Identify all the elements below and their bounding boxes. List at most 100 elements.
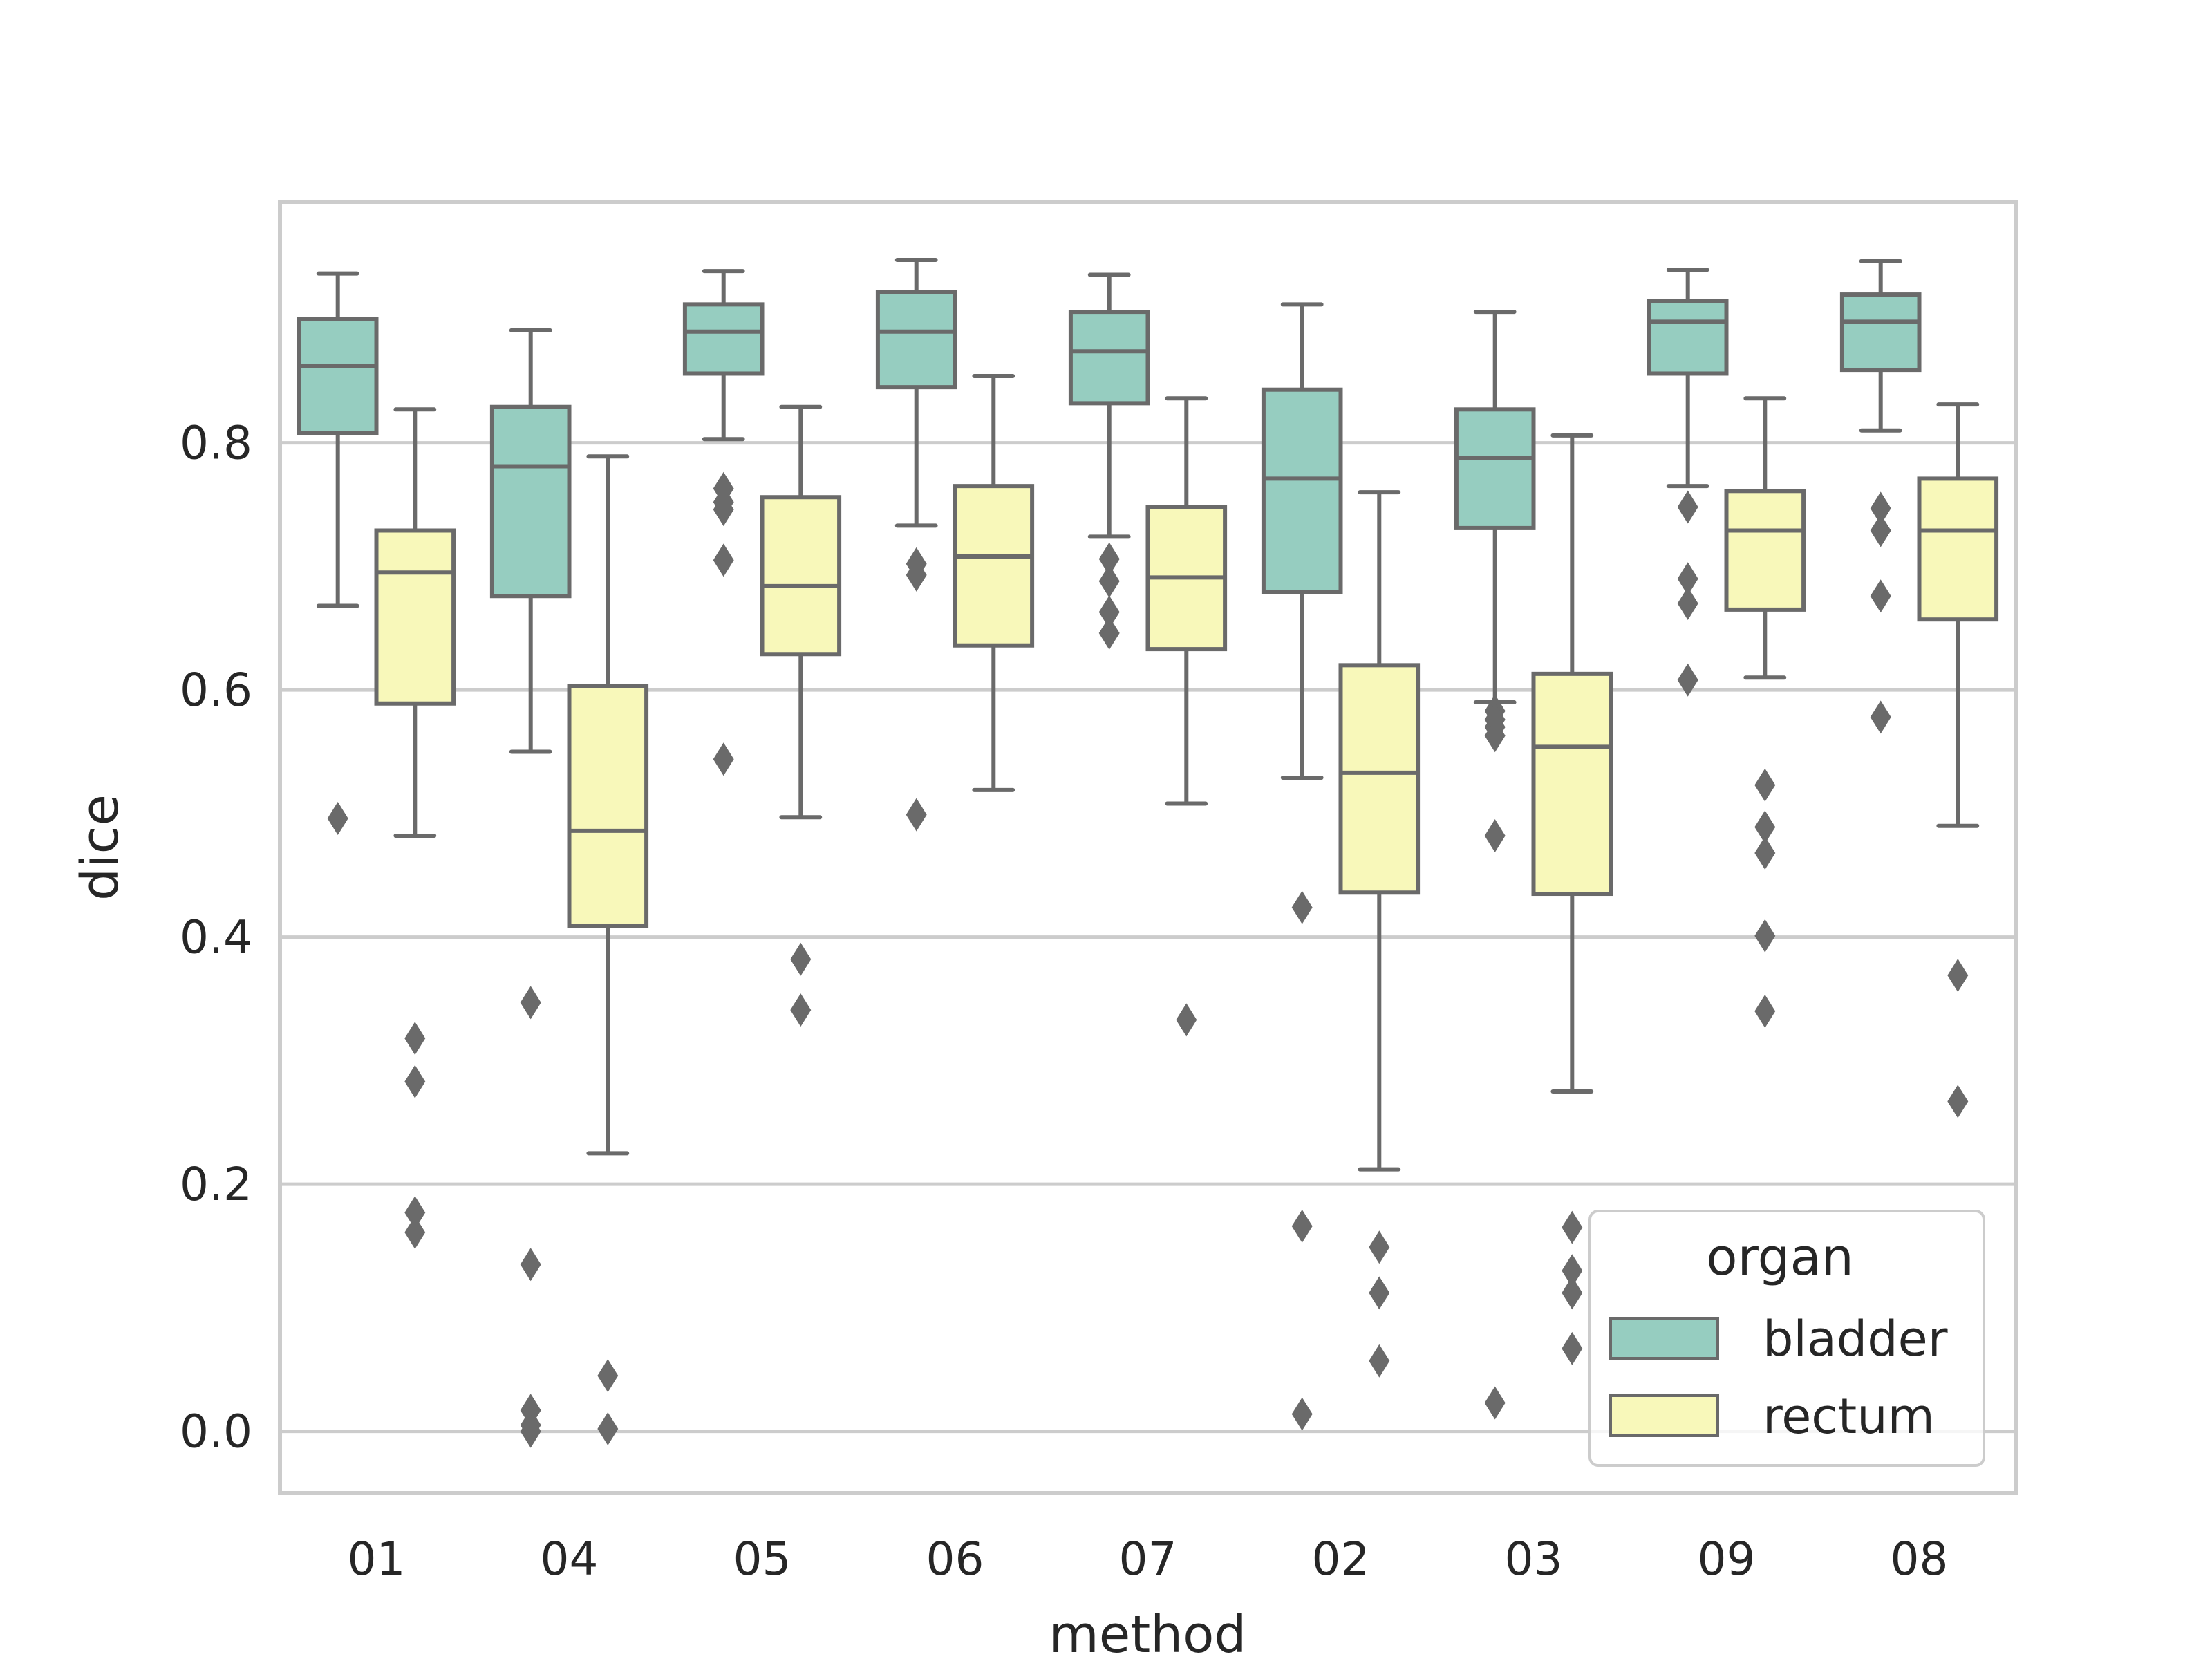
outlier-marker [1677, 490, 1698, 524]
outlier-marker [790, 993, 812, 1027]
box-rectum-01 [374, 407, 456, 1249]
iqr-box [567, 684, 649, 928]
iqr-box [297, 317, 379, 435]
iqr-box [1261, 387, 1343, 594]
box-rectum-09 [1724, 396, 1806, 1028]
outlier-marker [1870, 700, 1891, 734]
outlier-marker [1369, 1230, 1390, 1264]
iqr-box [1068, 310, 1150, 406]
outlier-marker [1098, 595, 1120, 629]
legend-title: organ [1706, 1228, 1854, 1287]
outlier-marker [327, 801, 348, 835]
outlier-marker [1562, 1276, 1583, 1310]
outlier-marker [906, 798, 927, 832]
outlier-marker [1291, 890, 1313, 924]
x-tick-label: 04 [541, 1533, 599, 1586]
outlier-marker [1098, 616, 1120, 650]
outlier-marker [1677, 663, 1698, 697]
y-tick-label: 0.8 [180, 417, 252, 470]
outlier-marker [597, 1359, 619, 1393]
outlier-marker [597, 1412, 619, 1446]
legend-swatch-bladder [1609, 1317, 1719, 1360]
iqr-box [1338, 663, 1421, 895]
legend-items: bladder rectum [1609, 1311, 1948, 1445]
outlier-marker [1870, 491, 1891, 525]
legend: organ bladder rectum [1588, 1210, 1985, 1467]
outlier-marker [713, 543, 734, 577]
outlier-marker [1754, 994, 1776, 1028]
iqr-box [1917, 476, 1999, 622]
outlier-marker [1291, 1397, 1313, 1431]
box-rectum-08 [1917, 402, 1999, 1118]
legend-label-rectum: rectum [1763, 1388, 1935, 1445]
iqr-box [760, 495, 842, 657]
legend-label-bladder: bladder [1763, 1311, 1948, 1367]
y-tick-label: 0.0 [180, 1405, 252, 1459]
box-rectum-03 [1531, 433, 1613, 1365]
iqr-box [875, 290, 957, 390]
outlier-marker [713, 493, 734, 527]
outlier-marker [1754, 810, 1776, 844]
outlier-marker [790, 942, 812, 976]
outlier-marker [906, 558, 927, 592]
box-rectum-05 [760, 404, 842, 1027]
outlier-marker [1562, 1210, 1583, 1244]
box-rectum-06 [953, 374, 1035, 792]
box-rectum-02 [1338, 490, 1421, 1378]
x-axis-ticks: 01 04 05 06 07 02 03 09 08 [348, 1533, 1949, 1586]
outlier-marker [1870, 579, 1891, 613]
outlier-marker [1754, 836, 1776, 870]
x-tick-label: 08 [1891, 1533, 1949, 1586]
outlier-marker [1484, 1386, 1506, 1420]
outlier-marker [1098, 564, 1120, 598]
iqr-box [1647, 299, 1729, 376]
outlier-marker [1291, 1209, 1313, 1243]
iqr-box [1454, 407, 1536, 530]
x-tick-label: 09 [1698, 1533, 1756, 1586]
iqr-box [374, 528, 456, 706]
outlier-marker [1562, 1254, 1583, 1288]
box-rectum-04 [567, 454, 649, 1446]
outlier-marker [1754, 919, 1776, 953]
outlier-marker [1677, 586, 1698, 620]
iqr-box [953, 484, 1035, 648]
outlier-marker [713, 742, 734, 776]
y-tick-label: 0.4 [180, 911, 252, 964]
outlier-marker [1947, 959, 1969, 993]
outlier-marker [404, 1215, 426, 1249]
x-tick-label: 05 [733, 1533, 791, 1586]
y-axis-label: dice [71, 794, 130, 901]
x-tick-label: 01 [348, 1533, 406, 1586]
box-rectum-07 [1145, 396, 1228, 1037]
outlier-marker [520, 986, 541, 1020]
box-bladder-06 [875, 258, 957, 832]
iqr-box [489, 404, 572, 599]
outlier-marker [404, 1196, 426, 1230]
box-bladder-09 [1647, 268, 1729, 697]
outlier-marker [1369, 1276, 1390, 1310]
x-tick-label: 06 [926, 1533, 984, 1586]
outlier-marker [1870, 514, 1891, 547]
outlier-marker [520, 1248, 541, 1282]
box-bladder-01 [297, 271, 379, 835]
x-tick-label: 02 [1312, 1533, 1370, 1586]
outlier-marker [1562, 1331, 1583, 1365]
x-tick-label: 03 [1505, 1533, 1563, 1586]
x-axis-label: method [1049, 1605, 1247, 1659]
iqr-box [1839, 292, 1922, 373]
outlier-marker [1484, 819, 1506, 853]
outlier-marker [1484, 719, 1506, 753]
box-bladder-07 [1068, 272, 1150, 650]
legend-swatch-rectum [1609, 1394, 1719, 1437]
box-bladder-03 [1454, 310, 1536, 1420]
y-tick-label: 0.2 [180, 1158, 252, 1211]
outlier-marker [1098, 542, 1120, 576]
iqr-box [1531, 671, 1613, 897]
outlier-marker [1677, 562, 1698, 596]
outlier-marker [520, 1414, 541, 1448]
outlier-marker [1369, 1344, 1390, 1378]
iqr-box [682, 302, 765, 376]
box-bladder-08 [1839, 259, 1922, 734]
y-axis-ticks: 0.0 0.2 0.4 0.6 0.8 [180, 417, 252, 1459]
